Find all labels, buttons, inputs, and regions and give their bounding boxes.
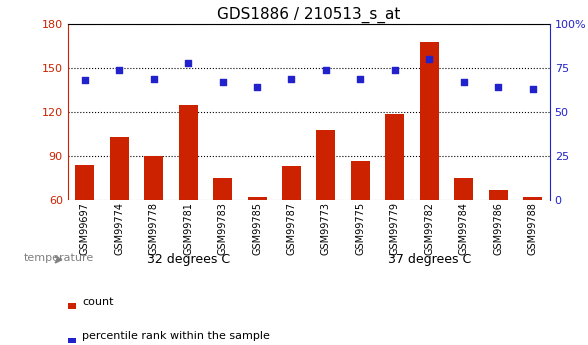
Point [80, 78, 89, 83]
Text: percentile rank within the sample: percentile rank within the sample [82, 332, 270, 341]
Text: GSM99781: GSM99781 [183, 202, 193, 255]
Point [287, 76, 296, 81]
Text: GSM99785: GSM99785 [252, 202, 262, 255]
Point [425, 57, 434, 62]
Point [493, 85, 503, 90]
Text: GSM99787: GSM99787 [286, 202, 296, 255]
Bar [179, 105, 198, 200]
Point [115, 67, 124, 73]
Text: GSM99786: GSM99786 [493, 202, 503, 255]
Bar [75, 165, 94, 200]
Bar [351, 160, 370, 200]
Point [218, 79, 228, 85]
Bar [385, 114, 405, 200]
Text: 37 degrees C: 37 degrees C [387, 253, 471, 266]
Bar [420, 42, 439, 200]
Text: GSM99773: GSM99773 [321, 202, 331, 255]
Point [321, 67, 330, 73]
Text: GSM99784: GSM99784 [459, 202, 469, 255]
Bar [213, 178, 232, 200]
Bar [68, 303, 76, 309]
Text: GSM99788: GSM99788 [527, 202, 537, 255]
Bar [110, 137, 129, 200]
Text: GSM99774: GSM99774 [114, 202, 124, 255]
Bar [316, 130, 335, 200]
Bar [248, 197, 266, 200]
Text: GSM99697: GSM99697 [80, 202, 90, 255]
Text: 32 degrees C: 32 degrees C [146, 253, 230, 266]
Bar [523, 197, 542, 200]
Point [390, 67, 399, 73]
Point [459, 79, 469, 85]
Text: GSM99778: GSM99778 [149, 202, 159, 255]
Point [252, 85, 262, 90]
Text: count: count [82, 297, 113, 307]
Point [149, 76, 158, 81]
Bar [454, 178, 473, 200]
Text: GSM99779: GSM99779 [390, 202, 400, 255]
Text: GSM99783: GSM99783 [218, 202, 228, 255]
Text: GSM99775: GSM99775 [355, 202, 365, 255]
Point [528, 87, 537, 92]
Bar [144, 156, 163, 200]
Bar [282, 166, 301, 200]
Bar [68, 338, 76, 343]
Title: GDS1886 / 210513_s_at: GDS1886 / 210513_s_at [217, 7, 400, 23]
Point [183, 60, 193, 66]
Point [356, 76, 365, 81]
Bar [489, 190, 507, 200]
Text: temperature: temperature [24, 253, 94, 263]
Text: GSM99782: GSM99782 [424, 202, 435, 255]
